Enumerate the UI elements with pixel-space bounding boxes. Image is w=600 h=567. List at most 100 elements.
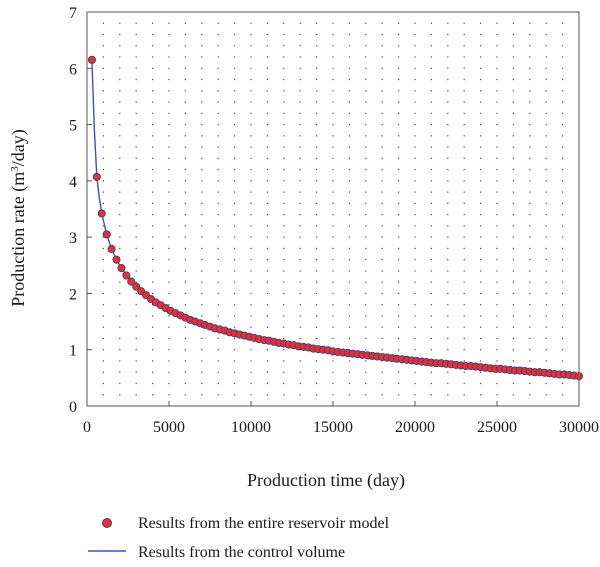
- grid-dot: [447, 315, 449, 317]
- grid-dot: [496, 157, 498, 159]
- grid-dot: [414, 33, 416, 36]
- grid-dot: [545, 157, 547, 159]
- series-line: [91, 59, 580, 377]
- grid-dot: [430, 214, 432, 216]
- grid-dot: [529, 123, 531, 126]
- grid-dot: [414, 90, 416, 92]
- grid-dot: [168, 371, 170, 373]
- legend-label-markers: Results from the entire reservoir model: [138, 515, 390, 532]
- grid-dot: [234, 382, 236, 385]
- grid-dot: [447, 304, 449, 306]
- grid-dot: [316, 225, 318, 227]
- grid-dot: [119, 349, 121, 351]
- grid-dot: [480, 225, 482, 227]
- grid-dot: [463, 292, 465, 295]
- grid-dot: [102, 78, 104, 81]
- grid-dot: [299, 304, 301, 306]
- grid-dot: [545, 45, 547, 47]
- grid-dot: [135, 157, 137, 159]
- grid-dot: [512, 67, 514, 69]
- grid-dot: [234, 292, 236, 295]
- grid-dot: [480, 349, 482, 351]
- grid-dot: [348, 135, 350, 137]
- grid-dot: [250, 304, 252, 306]
- grid-dot: [119, 33, 121, 36]
- data-point: [92, 172, 101, 181]
- grid-dot: [217, 56, 219, 58]
- grid-dot: [234, 225, 236, 227]
- grid-dot: [496, 22, 498, 24]
- grid-dot: [316, 45, 318, 47]
- grid-dot: [398, 326, 400, 328]
- grid-dot: [529, 304, 531, 306]
- grid-dot: [480, 169, 482, 171]
- grid-dot: [234, 33, 236, 36]
- grid-dot: [463, 33, 465, 36]
- grid-dot: [447, 394, 449, 396]
- grid-dot: [316, 292, 318, 295]
- grid-dot: [414, 281, 416, 283]
- grid-dot: [496, 33, 498, 36]
- grid-dot: [414, 382, 416, 385]
- grid-dot: [348, 45, 350, 47]
- x-tick-label: 20000: [395, 419, 435, 436]
- grid-dot: [135, 292, 137, 295]
- grid-dot: [447, 202, 449, 204]
- grid-dot: [480, 360, 482, 362]
- grid-dot: [398, 202, 400, 204]
- grid-dot: [135, 67, 137, 69]
- grid-dot: [398, 337, 400, 340]
- grid-dot: [414, 326, 416, 328]
- grid-dot: [480, 78, 482, 81]
- grid-dot: [447, 33, 449, 36]
- grid-dot: [463, 382, 465, 385]
- grid-dot: [480, 214, 482, 216]
- grid-dot: [398, 315, 400, 317]
- grid-dot: [496, 292, 498, 295]
- grid-dot: [217, 337, 219, 340]
- grid-dot: [512, 360, 514, 362]
- grid-dot: [201, 270, 203, 272]
- grid-dot: [316, 394, 318, 396]
- grid-dot: [316, 112, 318, 114]
- grid-dot: [316, 33, 318, 36]
- grid-dot: [184, 281, 186, 283]
- grid-dot: [365, 22, 367, 24]
- grid-dot: [480, 90, 482, 92]
- grid-dot: [217, 22, 219, 24]
- grid-dot: [283, 22, 285, 24]
- grid-dot: [348, 304, 350, 306]
- grid-dot: [152, 45, 154, 47]
- grid-dot: [250, 247, 252, 249]
- grid-dot: [480, 101, 482, 103]
- grid-dot: [398, 304, 400, 306]
- grid-dot: [168, 326, 170, 328]
- grid-dot: [414, 22, 416, 24]
- grid-dot: [562, 259, 564, 261]
- grid-dot: [266, 45, 268, 47]
- grid-dot: [201, 394, 203, 396]
- grid-dot: [414, 101, 416, 103]
- grid-dot: [250, 202, 252, 204]
- grid-dot: [365, 292, 367, 295]
- grid-dot: [184, 191, 186, 193]
- grid-dot: [430, 337, 432, 340]
- grid-dot: [381, 281, 383, 283]
- grid-dot: [512, 202, 514, 204]
- grid-dot: [545, 33, 547, 36]
- grid-dot: [381, 270, 383, 272]
- grid-dot: [332, 191, 334, 193]
- grid-dot: [266, 236, 268, 238]
- grid-dot: [234, 315, 236, 317]
- grid-dot: [135, 56, 137, 58]
- grid-dot: [381, 304, 383, 306]
- grid-dot: [316, 191, 318, 193]
- grid-dot: [381, 180, 383, 182]
- grid-dot: [250, 67, 252, 69]
- grid-dot: [135, 371, 137, 373]
- grid-dot: [381, 259, 383, 261]
- grid-dot: [201, 247, 203, 249]
- grid-dot: [250, 78, 252, 81]
- grid-dot: [365, 169, 367, 171]
- grid-dot: [529, 202, 531, 204]
